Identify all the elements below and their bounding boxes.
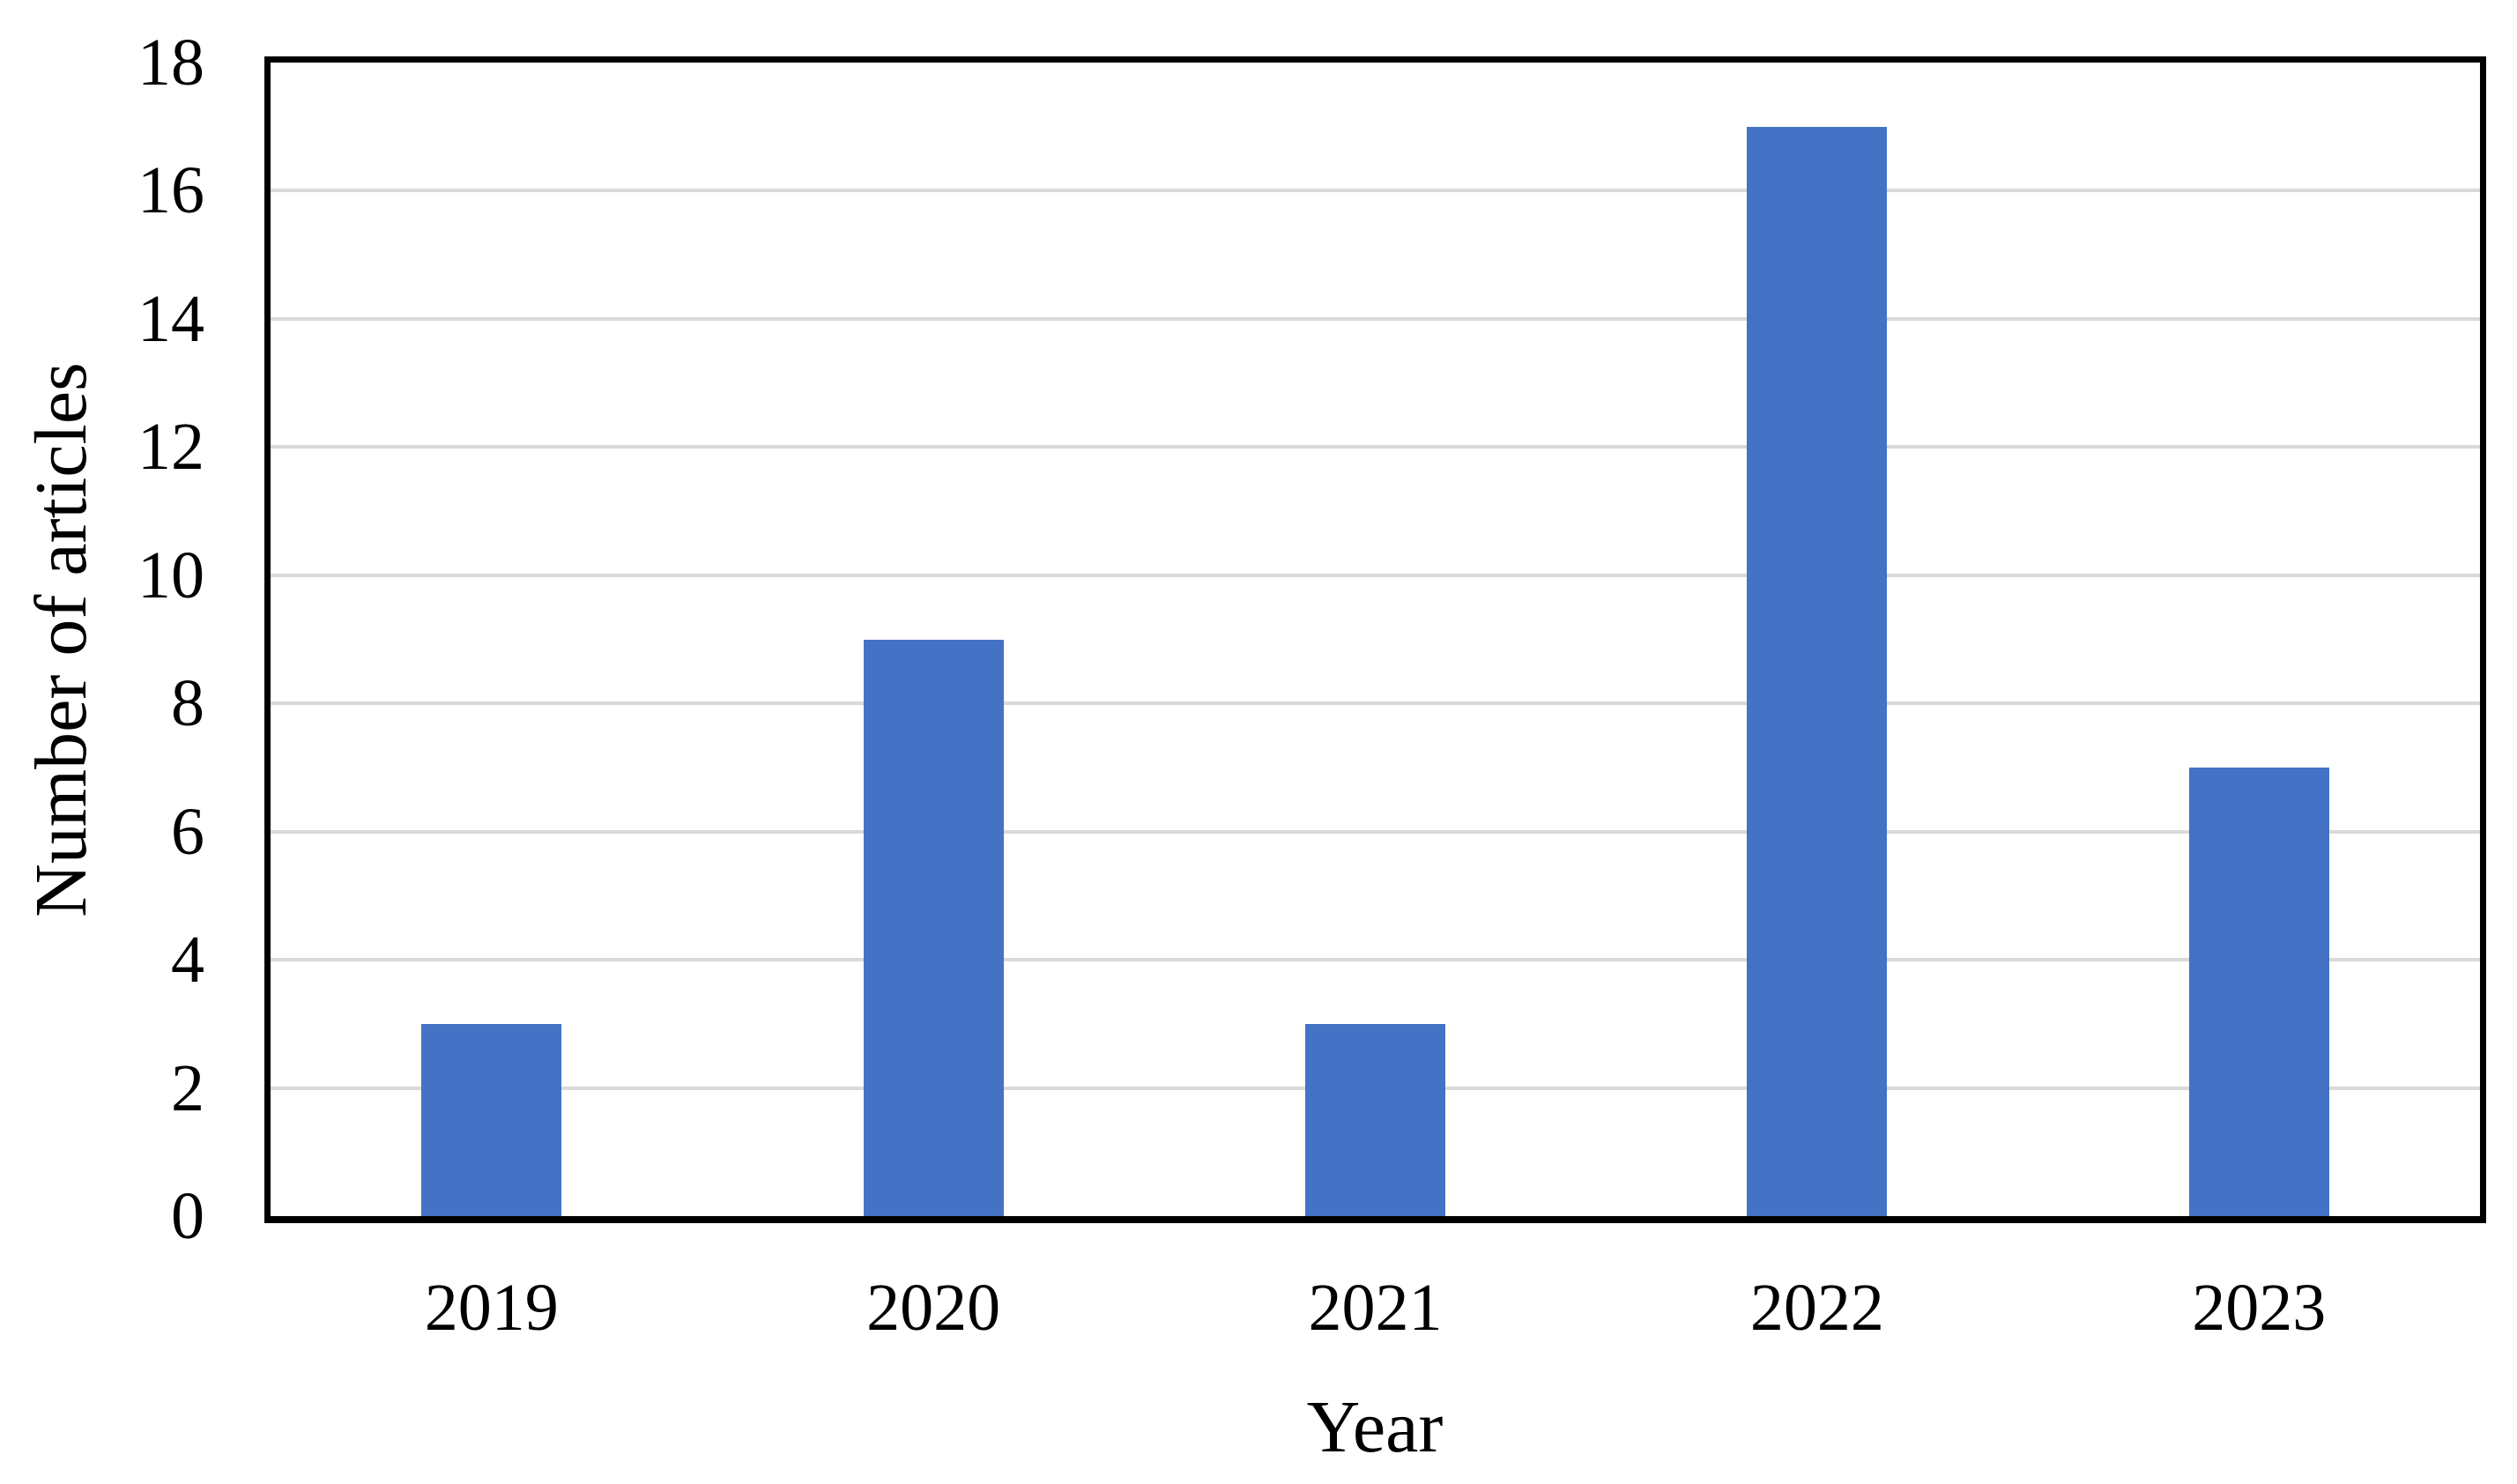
gridline-y-4 bbox=[271, 958, 2480, 962]
plot-inner bbox=[271, 63, 2480, 1216]
x-tick-label-2023: 2023 bbox=[2192, 1271, 2327, 1345]
x-tick-label-2022: 2022 bbox=[1749, 1271, 1884, 1345]
x-axis-title: Year bbox=[1306, 1386, 1444, 1468]
bar-2021 bbox=[1305, 1023, 1445, 1216]
y-tick-label-0: 0 bbox=[171, 1179, 204, 1253]
bar-2023 bbox=[2188, 767, 2329, 1216]
y-tick-label-2: 2 bbox=[171, 1050, 204, 1125]
y-tick-label-16: 16 bbox=[137, 153, 204, 228]
y-tick-label-14: 14 bbox=[137, 281, 204, 356]
gridline-y-10 bbox=[271, 573, 2480, 577]
gridline-y-16 bbox=[271, 189, 2480, 193]
x-tick-label-2020: 2020 bbox=[866, 1271, 1001, 1345]
bar-2022 bbox=[1747, 126, 1888, 1216]
gridline-y-12 bbox=[271, 445, 2480, 449]
x-tick-label-2021: 2021 bbox=[1308, 1271, 1443, 1345]
bar-2020 bbox=[863, 639, 1004, 1216]
gridline-y-8 bbox=[271, 701, 2480, 706]
bar-2019 bbox=[421, 1023, 562, 1216]
y-tick-label-12: 12 bbox=[137, 410, 204, 485]
gridline-y-14 bbox=[271, 316, 2480, 321]
y-tick-label-18: 18 bbox=[137, 26, 204, 100]
y-tick-label-4: 4 bbox=[171, 923, 204, 998]
plot-area bbox=[264, 56, 2486, 1223]
y-tick-label-10: 10 bbox=[137, 538, 204, 612]
gridline-y-6 bbox=[271, 829, 2480, 834]
x-tick-label-2019: 2019 bbox=[424, 1271, 559, 1345]
y-tick-label-8: 8 bbox=[171, 666, 204, 741]
y-tick-label-6: 6 bbox=[171, 794, 204, 869]
